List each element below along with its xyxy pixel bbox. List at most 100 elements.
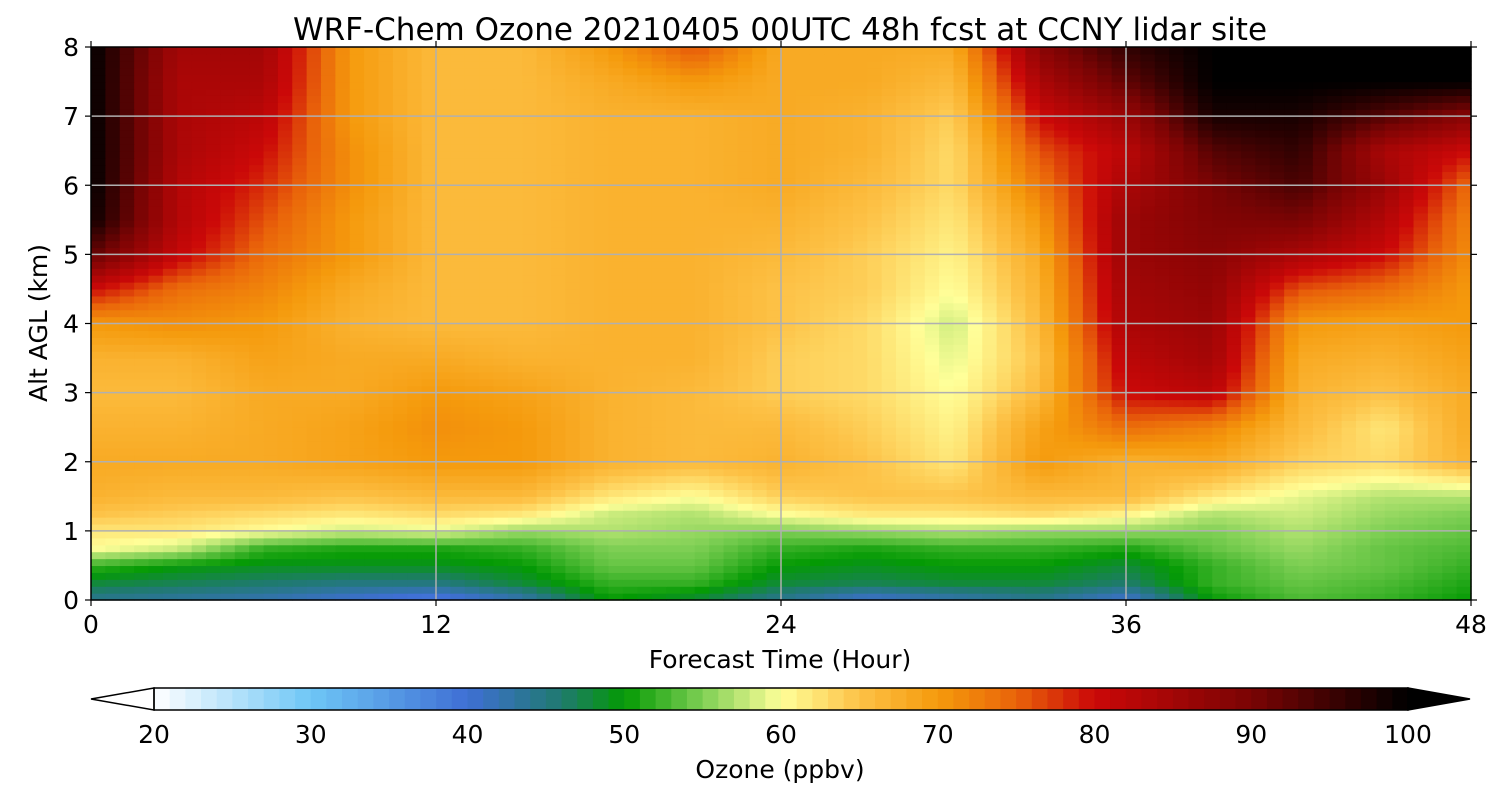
- heatmap-cell: [249, 572, 265, 580]
- heatmap-cell: [996, 475, 1012, 484]
- heatmap-cell: [91, 240, 106, 249]
- heatmap-cell: [1183, 288, 1199, 297]
- heatmap-cell: [867, 358, 883, 366]
- heatmap-cell: [924, 358, 940, 366]
- heatmap-cell: [177, 295, 193, 304]
- heatmap-cell: [1241, 282, 1256, 290]
- heatmap-cell: [464, 579, 480, 587]
- heatmap-cell: [982, 399, 998, 408]
- heatmap-cell: [637, 358, 653, 366]
- heatmap-cell: [1154, 468, 1170, 477]
- heatmap-cell: [263, 489, 279, 497]
- heatmap-cell: [263, 530, 279, 539]
- heatmap-cell: [493, 489, 509, 497]
- heatmap-cell: [910, 351, 926, 359]
- heatmap-cell: [148, 399, 164, 408]
- heatmap-cell: [939, 489, 955, 497]
- heatmap-cell: [1269, 261, 1285, 269]
- heatmap-cell: [1068, 468, 1084, 477]
- heatmap-cell: [723, 572, 739, 580]
- heatmap-cell: [1370, 441, 1386, 449]
- heatmap-cell: [105, 247, 121, 255]
- heatmap-cell: [91, 399, 106, 408]
- heatmap-cell: [450, 579, 466, 587]
- heatmap-cell: [277, 413, 293, 421]
- heatmap-cell: [982, 268, 998, 276]
- heatmap-cell: [982, 579, 998, 587]
- heatmap-cell: [507, 364, 523, 373]
- heatmap-cell: [867, 406, 883, 414]
- heatmap-cell: [119, 530, 135, 539]
- heatmap-cell: [694, 282, 710, 290]
- heatmap-cell: [1255, 323, 1271, 332]
- heatmap-cell: [1341, 268, 1357, 276]
- heatmap-cell: [809, 351, 825, 359]
- heatmap-cell: [737, 364, 753, 373]
- heatmap-cell: [809, 316, 825, 325]
- heatmap-cell: [1025, 275, 1041, 283]
- heatmap-cell: [1183, 482, 1199, 490]
- heatmap-cell: [651, 399, 667, 408]
- heatmap-cell: [1154, 261, 1170, 269]
- heatmap-cell: [1312, 288, 1328, 297]
- heatmap-cell: [1442, 558, 1458, 567]
- heatmap-cell: [91, 482, 106, 490]
- heatmap-cell: [809, 565, 825, 573]
- heatmap-cell: [91, 586, 106, 594]
- heatmap-cell: [723, 371, 739, 380]
- heatmap-cell: [1025, 579, 1041, 587]
- heatmap-cell: [134, 579, 150, 587]
- heatmap-cell: [1183, 364, 1199, 373]
- heatmap-cell: [436, 475, 451, 484]
- heatmap-cell: [622, 288, 638, 297]
- heatmap-cell: [867, 364, 883, 373]
- heatmap-cell: [493, 288, 509, 297]
- heatmap-cell: [1068, 427, 1084, 435]
- heatmap-cell: [939, 441, 955, 449]
- heatmap-cell: [536, 441, 552, 449]
- heatmap-cell: [694, 572, 710, 580]
- heatmap-cell: [105, 523, 121, 532]
- heatmap-cell: [1169, 475, 1185, 484]
- heatmap-cell: [1312, 586, 1328, 594]
- heatmap-cell: [1169, 427, 1185, 435]
- heatmap-cell: [867, 565, 883, 573]
- heatmap-cell: [177, 593, 193, 601]
- heatmap-cell: [1169, 503, 1185, 511]
- heatmap-cell: [982, 496, 998, 504]
- heatmap-cell: [421, 593, 437, 601]
- heatmap-cell: [1413, 565, 1429, 573]
- heatmap-cell: [622, 482, 638, 490]
- heatmap-cell: [292, 330, 308, 338]
- heatmap-cell: [637, 399, 653, 408]
- heatmap-cell: [1312, 295, 1328, 304]
- heatmap-cell: [1197, 475, 1213, 484]
- heatmap-cell: [795, 288, 811, 297]
- heatmap-cell: [1212, 254, 1228, 262]
- heatmap-cell: [364, 309, 380, 318]
- heatmap-cell: [220, 517, 236, 525]
- heatmap-cell: [1456, 371, 1472, 380]
- heatmap-cell: [436, 323, 451, 332]
- heatmap-cell: [565, 288, 581, 297]
- heatmap-cell: [1039, 427, 1055, 435]
- heatmap-cell: [651, 420, 667, 428]
- heatmap-cell: [536, 537, 552, 546]
- heatmap-cell: [392, 261, 408, 269]
- heatmap-cell: [824, 558, 840, 567]
- heatmap-cell: [364, 530, 380, 539]
- heatmap-cell: [939, 323, 955, 332]
- heatmap-cell: [982, 344, 998, 352]
- heatmap-cell: [277, 579, 293, 587]
- heatmap-cell: [1370, 489, 1386, 497]
- heatmap-cell: [493, 586, 509, 594]
- heatmap-cell: [723, 240, 739, 249]
- heatmap-cell: [464, 475, 480, 484]
- heatmap-cell: [594, 434, 610, 442]
- heatmap-cell: [666, 544, 681, 553]
- heatmap-cell: [1255, 468, 1271, 477]
- heatmap-cell: [709, 427, 725, 435]
- heatmap-cell: [1427, 593, 1443, 601]
- heatmap-cell: [1097, 489, 1113, 497]
- heatmap-cell: [436, 593, 451, 601]
